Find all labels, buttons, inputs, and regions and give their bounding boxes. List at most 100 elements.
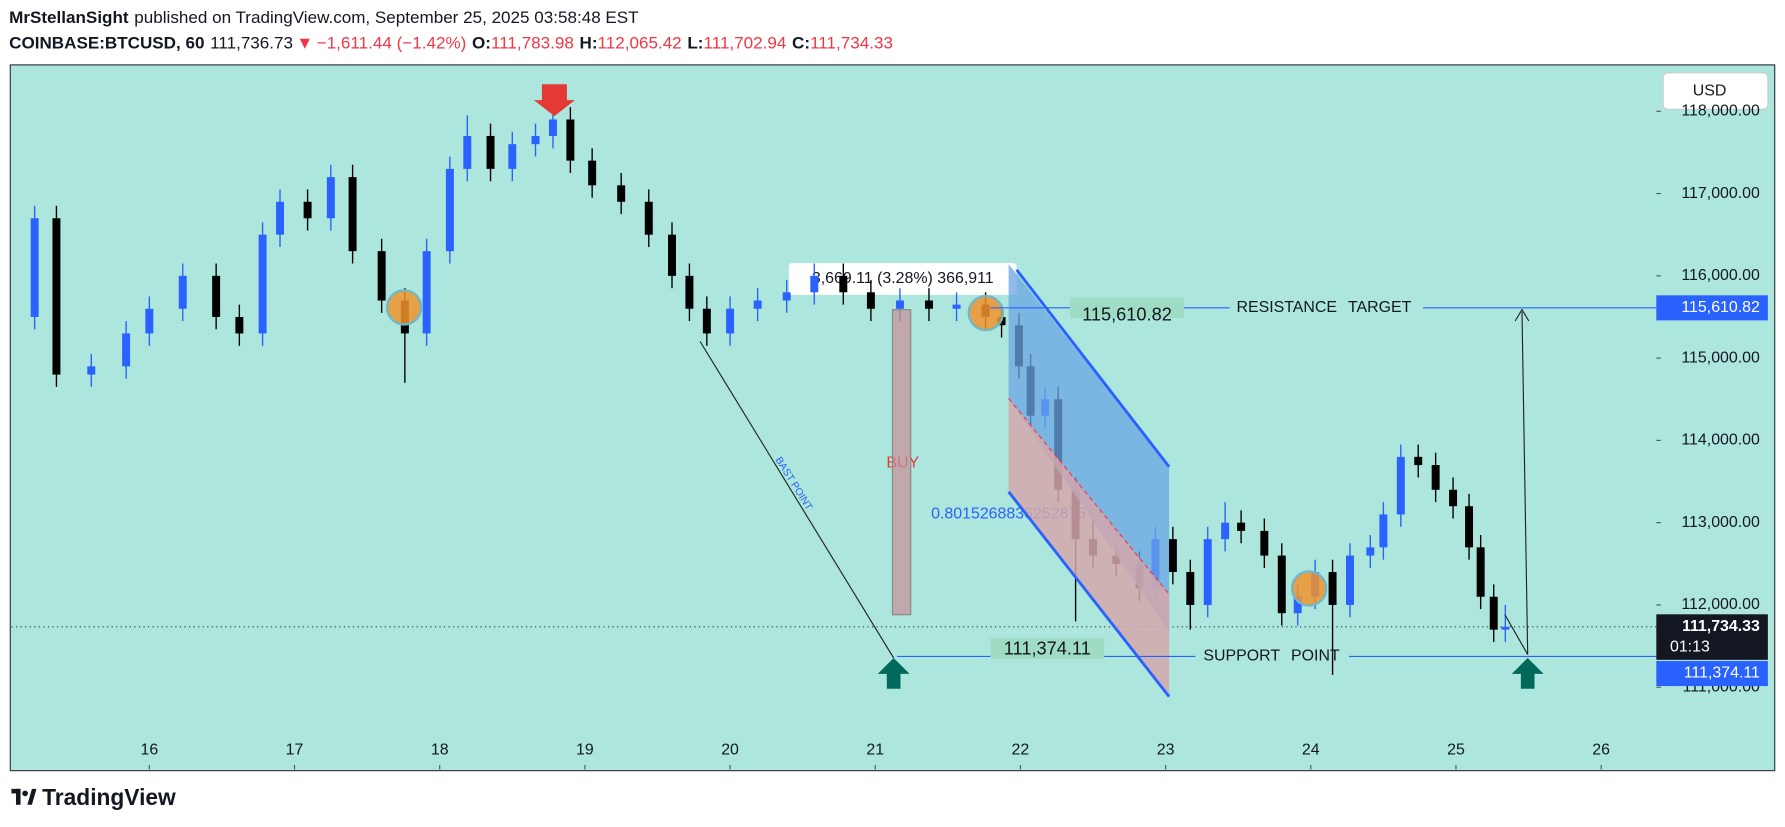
publisher: MrStellanSight: [9, 8, 129, 27]
candle-body: [1237, 522, 1246, 531]
buy-bar: [891, 309, 912, 616]
candle-body: [303, 201, 312, 219]
candle-body: [1379, 514, 1388, 548]
candle-body: [377, 251, 386, 301]
candle-body: [753, 300, 762, 309]
candle-body: [839, 275, 848, 293]
candle-body: [531, 135, 540, 145]
x-tick-label: 18: [431, 741, 449, 758]
candle-body: [212, 275, 221, 317]
marker-circle: [1290, 570, 1328, 607]
candle-body: [235, 316, 244, 334]
candle-body: [1501, 626, 1510, 630]
last-price-badge-text: 111,734.33: [1682, 618, 1760, 635]
y-tick-label: 116,000.00: [1681, 267, 1760, 284]
candle-body: [1431, 465, 1440, 490]
candle-body: [145, 308, 154, 334]
support-label: 111,374.11: [1004, 638, 1091, 658]
candle-body: [952, 304, 961, 309]
candle-body: [895, 300, 904, 309]
l: 111,702.94: [703, 33, 786, 52]
candle-body: [548, 119, 557, 136]
marker-circle: [385, 289, 423, 326]
arrow: ▼: [296, 33, 313, 52]
candle-body: [87, 366, 96, 375]
candle-body: [1465, 506, 1474, 548]
y-tick-label: 114,000.00: [1681, 432, 1760, 449]
currency: USD: [1693, 82, 1727, 99]
candle-body: [276, 201, 284, 235]
symbol: COINBASE:BTCUSD, 60: [9, 33, 204, 52]
marker-circle: [967, 294, 1005, 332]
candle-body: [486, 135, 495, 169]
green-arrow: [1511, 657, 1544, 689]
candle-body: [924, 300, 933, 309]
x-tick-label: 20: [721, 741, 739, 758]
candle-body: [726, 308, 735, 334]
l-label: L:: [687, 33, 703, 52]
measure-text: 3,669.11 (3.28%) 366,911: [812, 270, 994, 287]
header-line-1: MrStellanSight published on TradingView.c…: [9, 8, 639, 27]
resistance-badge-text: 115,610.82: [1681, 299, 1760, 316]
candle-body: [122, 333, 131, 367]
candle-body: [178, 275, 187, 309]
o-label: O:: [472, 33, 491, 52]
candle-body: [1203, 539, 1212, 605]
c: 111,734.33: [810, 33, 893, 52]
candle-body: [617, 185, 626, 202]
channel-lower-fill: [1008, 398, 1170, 697]
x-tick-label: 19: [576, 741, 594, 758]
support-label-bg: [990, 638, 1105, 659]
candle-body: [1346, 555, 1354, 605]
candle-body: [1476, 547, 1485, 597]
candle-body: [1396, 456, 1405, 515]
candle-body: [422, 251, 431, 334]
candle-body: [463, 135, 472, 169]
candle-body: [685, 275, 694, 309]
x-tick-label: 22: [1012, 741, 1030, 758]
x-tick-label: 17: [286, 741, 304, 758]
channel-mid: [1008, 398, 1170, 595]
drawings: [385, 84, 1544, 698]
x-tick-label: 24: [1302, 741, 1320, 758]
candle-body: [508, 144, 517, 169]
candle-body: [258, 234, 267, 334]
candle-body: [702, 308, 711, 334]
bast-line: [699, 341, 895, 659]
candle-body: [1168, 539, 1177, 573]
x-tick-label: 21: [866, 741, 884, 758]
green-arrow: [877, 657, 910, 689]
target-arrow: [1521, 311, 1529, 655]
x-tick-label: 16: [140, 741, 158, 758]
candle-body: [1449, 489, 1458, 507]
candle-body: [1489, 596, 1498, 630]
candle-body: [1277, 555, 1286, 614]
support-text: SUPPORT POINT: [1203, 648, 1340, 665]
support-badge-text: 111,374.11: [1684, 665, 1760, 682]
c-label: C:: [792, 33, 810, 52]
candle-body: [1414, 456, 1423, 466]
header-line-2: COINBASE:BTCUSD, 60 111,736.73 ▼ −1,611.44 …: [9, 33, 893, 52]
logo-icon: [11, 788, 37, 805]
resistance-label-bg: [1070, 297, 1184, 319]
candle-body: [1328, 572, 1337, 605]
logo: TradingView: [42, 784, 176, 810]
candle-body: [866, 292, 875, 309]
channel-bottom: [1007, 490, 1171, 698]
o: 111,783.98: [491, 33, 574, 52]
countdown: 01:13: [1670, 639, 1710, 656]
y-tick-label: 113,000.00: [1681, 514, 1760, 531]
h-label: H:: [580, 33, 598, 52]
candle-body: [1293, 596, 1302, 614]
candle-body: [588, 160, 597, 186]
channel-top: [1015, 268, 1171, 468]
x-tick-label: 23: [1157, 741, 1175, 758]
published: published on TradingView.com, September …: [134, 8, 639, 27]
candle-body: [566, 119, 575, 161]
candle-body: [1221, 522, 1230, 540]
target-arrowhead: [1514, 308, 1530, 322]
candle-body: [30, 218, 39, 317]
candle-body: [782, 292, 791, 301]
currency-button[interactable]: [1662, 72, 1769, 110]
